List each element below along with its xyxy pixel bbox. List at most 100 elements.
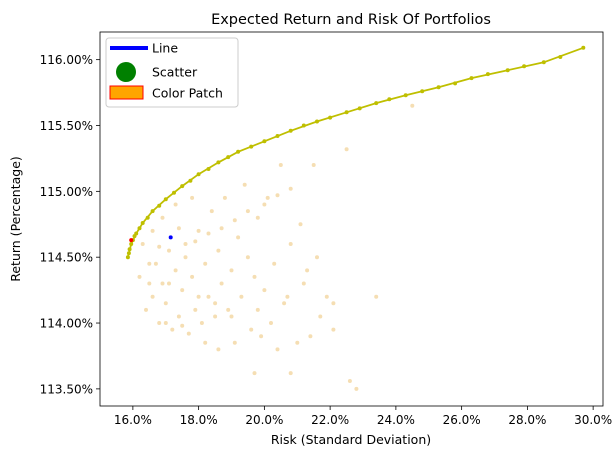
series-2-point-3 <box>129 242 134 246</box>
series-2-point-25 <box>301 123 306 128</box>
series-0-point-85 <box>354 386 359 391</box>
series-2-point-31 <box>387 97 392 102</box>
series-0-point-45 <box>298 222 303 227</box>
series-2-point-21 <box>249 144 254 149</box>
series-0-point-10 <box>173 268 178 273</box>
x-tick-label-7: 30.0% <box>574 413 612 427</box>
series-0-point-30 <box>239 294 244 299</box>
series-0-point-27 <box>229 268 234 273</box>
series-0-point-66 <box>219 226 224 231</box>
legend: Line Scatter Color Patch <box>105 37 239 108</box>
series-0-point-5 <box>157 321 162 325</box>
series-2-point-17 <box>206 167 211 171</box>
series-0-point-53 <box>173 202 178 207</box>
series-2-point-27 <box>328 115 333 120</box>
series-0-point-89 <box>410 103 415 108</box>
series-0-point-50 <box>140 242 145 246</box>
series-0-point-31 <box>242 182 247 187</box>
x-tick-label-0: 16.0% <box>114 413 152 427</box>
series-0-point-74 <box>229 314 234 319</box>
series-3-point-0 <box>129 238 134 243</box>
series-2-point-12 <box>163 197 168 202</box>
series-0-point-48 <box>315 255 319 260</box>
y-tick-label-4: 115.50% <box>40 119 93 133</box>
series-0-point-54 <box>190 195 195 200</box>
series-2-point-20 <box>236 149 241 154</box>
series-0-point-69 <box>262 202 267 207</box>
legend-label-scatter: Scatter <box>152 65 198 80</box>
series-2-point-16 <box>196 172 201 177</box>
series-0-point-22 <box>213 314 218 319</box>
series-0-point-81 <box>288 371 293 376</box>
series-0-point-39 <box>272 261 277 266</box>
series-0-point-8 <box>167 248 171 253</box>
series-0-point-29 <box>236 235 241 240</box>
series-layer <box>125 45 586 391</box>
series-0-point-34 <box>252 274 257 279</box>
series-0-point-79 <box>324 294 329 299</box>
x-tick-label-1: 18.0% <box>180 413 218 427</box>
legend-label-color-patch: Color Patch <box>152 86 223 101</box>
series-0-point-42 <box>282 301 287 306</box>
series-0-point-72 <box>196 294 201 299</box>
series-0-point-9 <box>170 327 175 332</box>
series-2-point-10 <box>150 209 155 214</box>
series-0-point-76 <box>269 321 273 325</box>
chart-title: Expected Return and Risk Of Portfolios <box>211 12 491 28</box>
series-0-point-3 <box>150 294 155 299</box>
series-0-point-52 <box>160 215 165 220</box>
series-0-point-70 <box>275 193 280 198</box>
series-2-point-38 <box>505 68 510 73</box>
y-tick-label-1: 114.00% <box>40 317 93 331</box>
series-0-point-64 <box>193 239 198 244</box>
series-0-point-23 <box>216 248 221 253</box>
x-tick-label-2: 20.0% <box>245 413 283 427</box>
series-0-point-11 <box>176 314 181 319</box>
series-0-point-40 <box>275 347 280 352</box>
x-tick-label-5: 26.0% <box>443 413 481 427</box>
series-0-point-46 <box>301 281 306 286</box>
y-tick-label-3: 115.00% <box>40 185 93 199</box>
series-2-point-14 <box>180 184 185 189</box>
series-2-point-29 <box>357 106 362 111</box>
series-2-point-35 <box>453 81 458 86</box>
y-tick-label-2: 114.50% <box>40 251 93 265</box>
series-2-point-2 <box>127 247 132 252</box>
series-0-point-47 <box>308 334 313 339</box>
series-0-point-0 <box>137 274 142 279</box>
y-tick-label-5: 116.00% <box>40 53 93 67</box>
series-2-point-33 <box>420 89 425 94</box>
series-2-point-24 <box>288 128 293 133</box>
series-0-point-58 <box>216 347 221 352</box>
series-0-point-67 <box>232 218 237 223</box>
series-0-point-15 <box>190 274 195 279</box>
series-2-point-8 <box>140 221 145 225</box>
series-0-point-17 <box>196 228 201 233</box>
series-0-point-41 <box>278 163 283 167</box>
series-0-point-59 <box>183 255 188 260</box>
series-0-point-26 <box>226 307 231 312</box>
series-0-point-60 <box>147 261 152 266</box>
series-2-point-34 <box>436 85 441 90</box>
series-2-point-23 <box>275 134 280 138</box>
series-0-point-57 <box>203 340 208 345</box>
series-2-point-41 <box>558 55 563 59</box>
y-tick-label-0: 113.50% <box>40 382 93 396</box>
y-axis: 113.50% 114.00% 114.50% 115.00% 115.50% 116.0… <box>40 53 100 396</box>
series-0-point-78 <box>305 268 310 273</box>
series-0-point-43 <box>288 242 293 246</box>
series-2-point-42 <box>581 45 586 50</box>
series-0-point-82 <box>331 327 336 332</box>
series-2-point-39 <box>522 64 527 69</box>
series-0-point-7 <box>163 301 168 306</box>
series-2-point-28 <box>344 110 349 115</box>
series-0-point-88 <box>344 147 349 152</box>
series-0-point-24 <box>219 281 224 286</box>
series-0-point-77 <box>285 294 290 299</box>
series-0-point-20 <box>206 294 211 299</box>
series-0-point-87 <box>311 163 316 167</box>
series-0-point-37 <box>262 288 267 293</box>
legend-marker-swatch <box>116 62 136 82</box>
series-2-point-15 <box>188 178 193 183</box>
